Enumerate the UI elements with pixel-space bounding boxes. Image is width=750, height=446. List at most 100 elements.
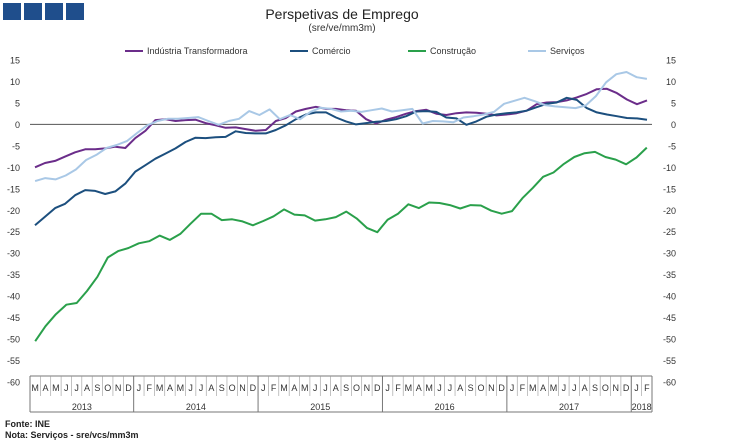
- y-tick-label-right: -5: [668, 141, 676, 151]
- month-label: J: [313, 383, 318, 393]
- month-label: A: [84, 383, 90, 393]
- month-label: M: [405, 383, 413, 393]
- logo-block: [66, 3, 84, 20]
- year-label: 2014: [186, 402, 206, 412]
- year-label: 2017: [559, 402, 579, 412]
- month-label: O: [353, 383, 360, 393]
- y-tick-label-right: 0: [671, 120, 676, 130]
- month-label: M: [31, 383, 39, 393]
- y-tick-label-left: 10: [10, 77, 20, 87]
- month-label: J: [562, 383, 567, 393]
- month-label: O: [602, 383, 609, 393]
- y-tick-label-left: -35: [7, 270, 20, 280]
- month-label: F: [395, 383, 401, 393]
- year-label: 2013: [72, 402, 92, 412]
- y-tick-label-left: -40: [7, 292, 20, 302]
- month-label: S: [343, 383, 349, 393]
- month-label: A: [167, 383, 173, 393]
- month-label: F: [520, 383, 526, 393]
- month-label: J: [437, 383, 442, 393]
- y-tick-label-right: -60: [663, 378, 676, 388]
- source-note: Fonte: INE: [5, 419, 50, 429]
- month-label: J: [385, 383, 390, 393]
- y-tick-label-right: -35: [663, 270, 676, 280]
- month-label: F: [271, 383, 277, 393]
- month-label: J: [448, 383, 453, 393]
- legend-label: Construção: [430, 46, 476, 56]
- month-label: N: [612, 383, 619, 393]
- series-line: [34, 146, 648, 342]
- month-label: D: [623, 383, 630, 393]
- chart-subtitle: (sre/ve/mm3m): [308, 23, 376, 34]
- month-label: D: [125, 383, 132, 393]
- y-tick-label-left: 15: [10, 56, 20, 66]
- y-tick-label-right: -50: [663, 335, 676, 345]
- month-label: A: [457, 383, 463, 393]
- month-label: N: [364, 383, 371, 393]
- series-line: [34, 87, 648, 169]
- y-tick-label-right: 10: [666, 77, 676, 87]
- series-line: [34, 71, 648, 183]
- series-note: Nota: Serviços - sre/vcs/mm3m: [5, 430, 139, 440]
- y-tick-label-left: -60: [7, 378, 20, 388]
- month-label: A: [540, 383, 546, 393]
- legend-label: Serviços: [550, 46, 585, 56]
- month-label: J: [188, 383, 193, 393]
- y-tick-label-right: -10: [663, 163, 676, 173]
- month-label: D: [498, 383, 505, 393]
- y-tick-label-left: -30: [7, 249, 20, 259]
- month-label: N: [239, 383, 246, 393]
- month-label: M: [425, 383, 433, 393]
- y-tick-label-right: 15: [666, 56, 676, 66]
- month-label: J: [634, 383, 639, 393]
- y-tick-label-left: -5: [12, 141, 20, 151]
- y-tick-label-left: -45: [7, 313, 20, 323]
- year-label: 2015: [310, 402, 330, 412]
- month-label: D: [374, 383, 381, 393]
- year-label: 2016: [435, 402, 455, 412]
- legend-label: Indústria Transformadora: [147, 46, 248, 56]
- month-label: S: [592, 383, 598, 393]
- y-tick-label-left: -10: [7, 163, 20, 173]
- logo-block: [45, 3, 63, 20]
- month-label: J: [64, 383, 69, 393]
- logo-block: [3, 3, 21, 20]
- month-label: M: [52, 383, 60, 393]
- month-label: M: [550, 383, 558, 393]
- month-label: M: [280, 383, 288, 393]
- y-tick-label-right: 5: [671, 98, 676, 108]
- month-label: J: [572, 383, 577, 393]
- chart-title: Perspetivas de Emprego: [265, 6, 419, 22]
- y-tick-label-right: -40: [663, 292, 676, 302]
- ine-logo: [3, 3, 84, 20]
- y-tick-label-left: -15: [7, 184, 20, 194]
- month-label: A: [43, 383, 49, 393]
- y-tick-label-left: -50: [7, 335, 20, 345]
- month-label: M: [529, 383, 537, 393]
- month-label: O: [104, 383, 111, 393]
- month-label: F: [146, 383, 152, 393]
- month-label: J: [261, 383, 266, 393]
- month-label: A: [333, 383, 339, 393]
- month-label: J: [323, 383, 328, 393]
- month-label: J: [137, 383, 142, 393]
- y-tick-label-right: -25: [663, 227, 676, 237]
- month-label: J: [199, 383, 204, 393]
- series-line: [34, 96, 648, 227]
- y-tick-label-left: -55: [7, 356, 20, 366]
- month-label: M: [156, 383, 164, 393]
- logo-block: [24, 3, 42, 20]
- month-label: O: [477, 383, 484, 393]
- y-tick-label-left: -25: [7, 227, 20, 237]
- y-tick-label-right: -30: [663, 249, 676, 259]
- legend-label: Comércio: [312, 46, 351, 56]
- month-label: S: [219, 383, 225, 393]
- y-tick-label-right: -15: [663, 184, 676, 194]
- month-label: J: [74, 383, 79, 393]
- y-tick-label-left: 0: [15, 120, 20, 130]
- month-label: M: [177, 383, 185, 393]
- month-label: M: [301, 383, 309, 393]
- y-tick-label-left: -20: [7, 206, 20, 216]
- month-label: S: [468, 383, 474, 393]
